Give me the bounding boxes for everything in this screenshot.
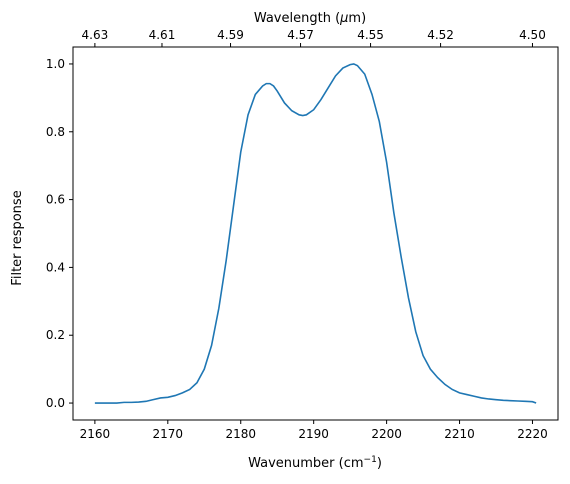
top-tick-label: 4.55 <box>357 28 384 42</box>
y-tick-label: 0.8 <box>46 125 65 139</box>
top-tick-label: 4.52 <box>427 28 454 42</box>
filter-response-line <box>94 63 537 404</box>
top-tick-label: 4.50 <box>519 28 546 42</box>
x-axis-label: Wavenumber (cm−1) <box>248 455 382 471</box>
y-tick-label: 0.2 <box>46 328 65 342</box>
y-axis-ticks: 0.0 0.2 0.4 0.6 0.8 1.0 <box>46 57 73 410</box>
y-tick-label: 1.0 <box>46 57 65 71</box>
top-axis-label-mu: μ <box>339 11 348 26</box>
y-tick-label: 0.6 <box>46 193 65 207</box>
x-tick-label: 2220 <box>517 427 548 441</box>
top-tick-label: 4.63 <box>82 28 109 42</box>
x-axis-label-superscript: −1 <box>364 455 377 465</box>
x-tick-label: 2170 <box>153 427 184 441</box>
y-tick-label: 0.0 <box>46 396 65 410</box>
plot-frame <box>72 46 559 421</box>
y-tick-label: 0.4 <box>46 260 65 274</box>
top-tick-label: 4.59 <box>217 28 244 42</box>
x-tick-label: 2200 <box>371 427 402 441</box>
top-tick-label: 4.57 <box>287 28 314 42</box>
x-tick-label: 2190 <box>298 427 329 441</box>
x-axis-ticks: 2160 2170 2180 2190 2200 2210 2220 <box>80 420 548 441</box>
x-tick-label: 2160 <box>80 427 111 441</box>
top-axis-ticks: 4.63 4.61 4.59 4.57 4.55 4.52 4.50 <box>82 28 546 47</box>
x-tick-label: 2210 <box>444 427 475 441</box>
top-tick-label: 4.61 <box>149 28 176 42</box>
y-axis-label: Filter response <box>10 190 25 285</box>
top-axis-label: Wavelength (μm) <box>254 11 366 26</box>
x-tick-label: 2180 <box>225 427 256 441</box>
